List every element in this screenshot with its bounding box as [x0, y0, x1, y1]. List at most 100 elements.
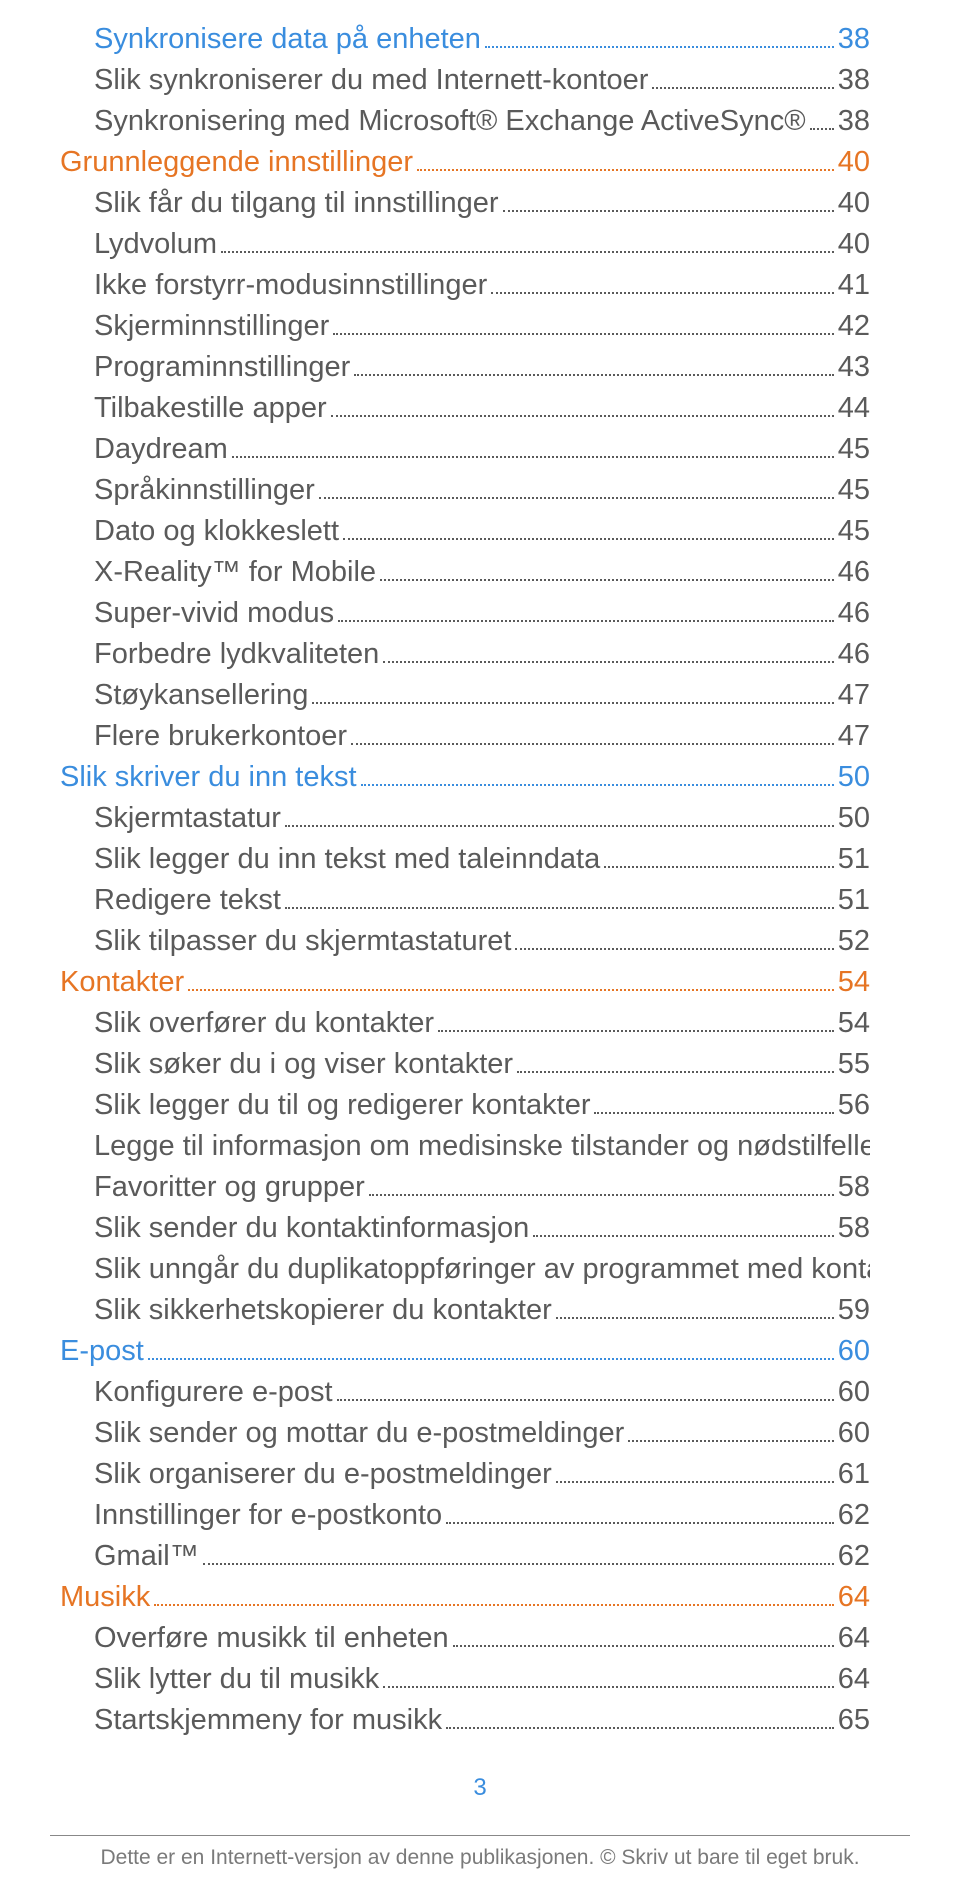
toc-entry-title: Dato og klokkeslett	[94, 512, 339, 551]
toc-entry[interactable]: E-post60	[60, 1332, 870, 1371]
toc-leader-dots	[446, 1703, 834, 1729]
toc-entry[interactable]: Gmail™62	[94, 1537, 870, 1576]
toc-entry[interactable]: Slik legger du til og redigerer kontakte…	[94, 1086, 870, 1125]
toc-entry-title: Gmail™	[94, 1537, 199, 1576]
toc-leader-dots	[383, 1662, 834, 1688]
toc-entry-page: 55	[838, 1045, 870, 1084]
toc-entry[interactable]: Slik søker du i og viser kontakter55	[94, 1045, 870, 1084]
toc-entry-title: X-Reality™ for Mobile	[94, 553, 376, 592]
toc-entry[interactable]: Konfigurere e-post60	[94, 1373, 870, 1412]
toc-entry[interactable]: Slik får du tilgang til innstillinger40	[94, 184, 870, 223]
toc-entry[interactable]: Slik sikkerhetskopierer du kontakter 59	[94, 1291, 870, 1330]
toc-entry[interactable]: Tilbakestille apper44	[94, 389, 870, 428]
toc-entry-page: 62	[838, 1496, 870, 1535]
toc-entry-title: Slik legger du inn tekst med taleinndata	[94, 840, 600, 879]
toc-leader-dots	[312, 678, 833, 704]
toc-leader-dots	[556, 1293, 834, 1319]
toc-entry[interactable]: Slik unngår du duplikatoppføringer av pr…	[94, 1250, 870, 1289]
toc-entry-title: Slik synkroniserer du med Internett-kont…	[94, 61, 648, 100]
toc-leader-dots	[380, 555, 834, 581]
toc-leader-dots	[604, 842, 834, 868]
toc-entry-title: Startskjemmeny for musikk	[94, 1701, 442, 1740]
toc-entry-title: Slik organiserer du e-postmeldinger	[94, 1455, 552, 1494]
toc-entry[interactable]: Støykansellering47	[94, 676, 870, 715]
toc-entry[interactable]: Favoritter og grupper58	[94, 1168, 870, 1207]
toc-entry[interactable]: Lydvolum40	[94, 225, 870, 264]
page-number: 3	[0, 1774, 960, 1802]
toc-entry[interactable]: Slik legger du inn tekst med taleinndata…	[94, 840, 870, 879]
toc-entry[interactable]: Slik overfører du kontakter54	[94, 1004, 870, 1043]
toc-entry[interactable]: Språkinnstillinger45	[94, 471, 870, 510]
toc-leader-dots	[652, 63, 833, 89]
toc-entry-page: 60	[838, 1332, 870, 1371]
toc-entry-title: Slik sender du kontaktinformasjon	[94, 1209, 529, 1248]
toc-entry[interactable]: Slik sender og mottar du e-postmeldinger…	[94, 1414, 870, 1453]
toc-leader-dots	[446, 1498, 834, 1524]
toc-entry[interactable]: Grunnleggende innstillinger 40	[60, 143, 870, 182]
toc-leader-dots	[319, 473, 834, 499]
toc-entry-title: Legge til informasjon om medisinske tils…	[94, 1127, 870, 1166]
toc-entry[interactable]: Legge til informasjon om medisinske tils…	[94, 1127, 870, 1166]
toc-entry-title: Grunnleggende innstillinger	[60, 143, 413, 182]
toc-entry[interactable]: Overføre musikk til enheten 64	[94, 1619, 870, 1658]
toc-entry[interactable]: Musikk64	[60, 1578, 870, 1617]
toc-entry-title: Forbedre lydkvaliteten	[94, 635, 379, 674]
toc-entry-page: 47	[838, 676, 870, 715]
toc-entry-page: 41	[838, 266, 870, 305]
toc-entry-title: Favoritter og grupper	[94, 1168, 365, 1207]
toc-entry-title: Slik sender og mottar du e-postmeldinger	[94, 1414, 624, 1453]
toc-entry-page: 59	[838, 1291, 870, 1330]
toc-leader-dots	[361, 760, 834, 786]
toc-entry-title: Kontakter	[60, 963, 184, 1002]
toc-entry-title: Overføre musikk til enheten	[94, 1619, 449, 1658]
toc-entry[interactable]: Skjerminnstillinger 42	[94, 307, 870, 346]
toc-entry-page: 40	[838, 143, 870, 182]
toc-entry-title: Tilbakestille apper	[94, 389, 327, 428]
toc-entry-page: 42	[838, 307, 870, 346]
toc-entry-title: Skjerminnstillinger	[94, 307, 329, 346]
toc-entry-title: Skjermtastatur	[94, 799, 281, 838]
toc-entry[interactable]: Daydream45	[94, 430, 870, 469]
toc-entry-page: 45	[838, 430, 870, 469]
toc-entry-page: 64	[838, 1578, 870, 1617]
toc-leader-dots	[810, 104, 834, 130]
toc-entry[interactable]: Startskjemmeny for musikk65	[94, 1701, 870, 1740]
toc-entry-title: Slik legger du til og redigerer kontakte…	[94, 1086, 590, 1125]
toc-leader-dots	[188, 965, 834, 991]
toc-entry-title: Synkronisering med Microsoft® Exchange A…	[94, 102, 806, 141]
toc-entry[interactable]: Synkronisering med Microsoft® Exchange A…	[94, 102, 870, 141]
toc-leader-dots	[331, 391, 834, 417]
toc-entry[interactable]: Innstillinger for e-postkonto62	[94, 1496, 870, 1535]
toc-entry[interactable]: Slik organiserer du e-postmeldinger61	[94, 1455, 870, 1494]
toc-entry[interactable]: Dato og klokkeslett45	[94, 512, 870, 551]
toc-entry-page: 64	[838, 1660, 870, 1699]
toc-entry-title: Redigere tekst	[94, 881, 281, 920]
toc-leader-dots	[503, 186, 834, 212]
toc-entry[interactable]: Forbedre lydkvaliteten46	[94, 635, 870, 674]
toc-entry-page: 60	[838, 1414, 870, 1453]
toc-entry-page: 46	[838, 553, 870, 592]
toc-entry[interactable]: Programinnstillinger43	[94, 348, 870, 387]
toc-leader-dots	[148, 1334, 834, 1360]
toc-entry[interactable]: Redigere tekst51	[94, 881, 870, 920]
toc-entry[interactable]: Slik tilpasser du skjermtastaturet52	[94, 922, 870, 961]
toc-leader-dots	[453, 1621, 834, 1647]
toc-entry[interactable]: Flere brukerkontoer47	[94, 717, 870, 756]
toc-entry[interactable]: Ikke forstyrr-modusinnstillinger41	[94, 266, 870, 305]
toc-entry[interactable]: Slik skriver du inn tekst50	[60, 758, 870, 797]
toc-entry[interactable]: Slik lytter du til musikk64	[94, 1660, 870, 1699]
toc-entry-page: 51	[838, 840, 870, 879]
toc-entry-page: 40	[838, 184, 870, 223]
toc-entry-title: Slik unngår du duplikatoppføringer av pr…	[94, 1250, 870, 1289]
toc-leader-dots	[485, 22, 834, 48]
toc-entry-title: Språkinnstillinger	[94, 471, 315, 510]
toc-entry[interactable]: Slik synkroniserer du med Internett-kont…	[94, 61, 870, 100]
toc-entry[interactable]: Kontakter54	[60, 963, 870, 1002]
toc-entry-title: Slik sikkerhetskopierer du kontakter	[94, 1291, 552, 1330]
toc-entry[interactable]: Skjermtastatur50	[94, 799, 870, 838]
toc-entry[interactable]: X-Reality™ for Mobile 46	[94, 553, 870, 592]
toc-entry[interactable]: Slik sender du kontaktinformasjon58	[94, 1209, 870, 1248]
toc-entry[interactable]: Super-vivid modus46	[94, 594, 870, 633]
toc-entry[interactable]: Synkronisere data på enheten38	[94, 20, 870, 59]
toc-entry-title: Programinnstillinger	[94, 348, 350, 387]
